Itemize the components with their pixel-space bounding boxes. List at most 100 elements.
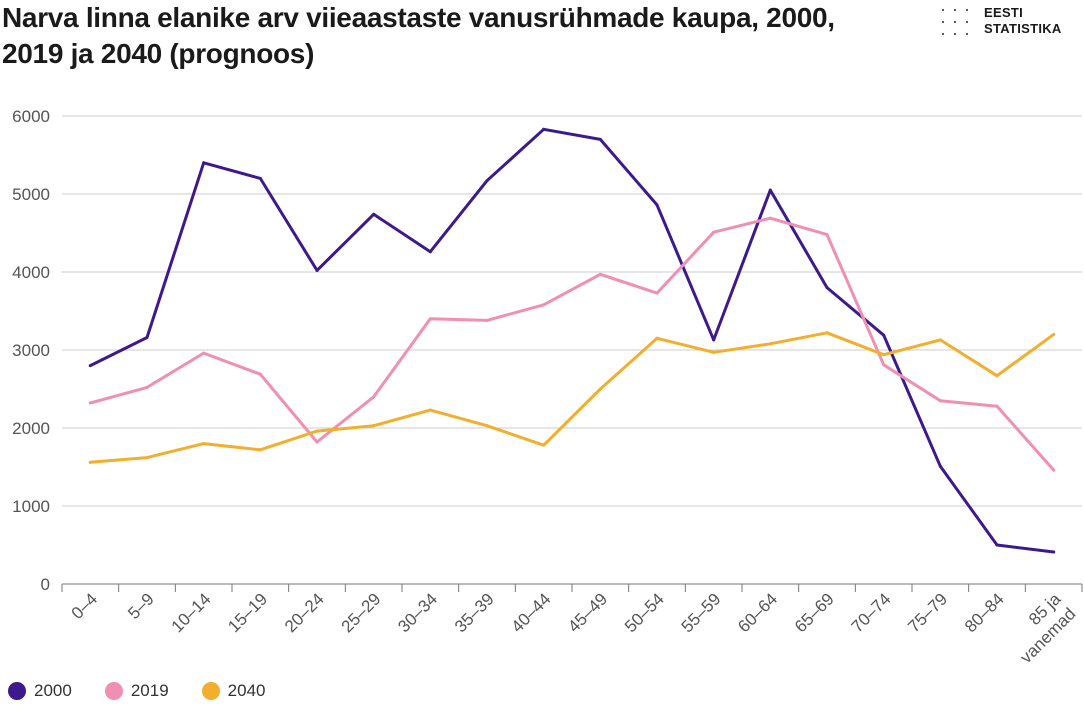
data-point-2019 bbox=[768, 216, 772, 220]
data-point-2000 bbox=[428, 250, 432, 254]
x-tick-label: 35–39 bbox=[451, 589, 498, 636]
legend-item-2019: 2019 bbox=[104, 681, 169, 701]
data-point-2000 bbox=[145, 336, 149, 340]
data-point-2000 bbox=[712, 338, 716, 342]
data-point-2040 bbox=[598, 387, 602, 391]
data-point-2019 bbox=[315, 440, 319, 444]
eesti-statistika-logo: EESTI STATISTIKA bbox=[940, 4, 1080, 40]
x-tick-label: 25–29 bbox=[338, 589, 385, 636]
x-tick-label: 5–9 bbox=[124, 589, 157, 622]
data-point-2040 bbox=[202, 442, 206, 446]
x-tick-label: 75–79 bbox=[904, 589, 951, 636]
data-point-2000 bbox=[882, 333, 886, 337]
logo-line-1: EESTI bbox=[984, 5, 1024, 20]
x-tick-label: 40–44 bbox=[508, 589, 555, 636]
data-point-2040 bbox=[258, 448, 262, 452]
data-point-2000 bbox=[768, 188, 772, 192]
data-point-2000 bbox=[995, 543, 999, 547]
data-point-2019 bbox=[1052, 468, 1056, 472]
data-point-2040 bbox=[938, 338, 942, 342]
y-tick-label: 6000 bbox=[12, 107, 50, 126]
data-point-2000 bbox=[258, 176, 262, 180]
data-point-2000 bbox=[825, 286, 829, 290]
legend-item-2000: 2000 bbox=[8, 681, 72, 701]
y-axis-ticks: 0 1000 2000 3000 4000 5000 6000 bbox=[12, 107, 50, 594]
series-line-2040 bbox=[88, 331, 1056, 464]
data-point-2040 bbox=[145, 456, 149, 460]
x-tick-label: 60–64 bbox=[734, 589, 781, 636]
x-tick-label: 45–49 bbox=[564, 589, 611, 636]
y-tick-label: 2000 bbox=[12, 419, 50, 438]
data-point-2040 bbox=[315, 429, 319, 433]
data-point-2040 bbox=[995, 374, 999, 378]
data-point-2019 bbox=[202, 351, 206, 355]
x-tick-label: 85 javanemad bbox=[1002, 589, 1080, 667]
series-lines bbox=[88, 127, 1056, 554]
x-tick-label: 30–34 bbox=[394, 589, 441, 636]
x-tick-label: 65–69 bbox=[791, 589, 838, 636]
y-tick-label: 3000 bbox=[12, 341, 50, 360]
data-point-2040 bbox=[428, 408, 432, 412]
data-point-2040 bbox=[768, 342, 772, 346]
chart-title: Narva linna elanike arv viieaastaste van… bbox=[2, 2, 835, 69]
data-point-2019 bbox=[598, 272, 602, 276]
data-point-2040 bbox=[1052, 332, 1056, 336]
y-tick-label: 0 bbox=[41, 575, 50, 594]
data-point-2019 bbox=[712, 230, 716, 234]
data-point-2019 bbox=[145, 385, 149, 389]
legend-swatch-icon bbox=[104, 682, 123, 700]
legend-swatch-icon bbox=[201, 682, 220, 700]
y-tick-label: 1000 bbox=[12, 497, 50, 516]
logo-line-2: STATISTIKA bbox=[984, 21, 1062, 36]
x-axis: 0–4 5–9 10–14 15–19 20–24 25–29 30–34 35–39 40–4… bbox=[61, 583, 1083, 667]
data-point-2000 bbox=[372, 212, 376, 216]
data-point-2040 bbox=[712, 350, 716, 354]
data-point-2040 bbox=[655, 336, 659, 340]
series-line-2000 bbox=[88, 127, 1056, 554]
data-point-2019 bbox=[428, 317, 432, 321]
data-point-2000 bbox=[202, 161, 206, 165]
legend-label: 2000 bbox=[34, 681, 72, 700]
x-tick-label: 70–74 bbox=[848, 589, 895, 636]
data-point-2019 bbox=[882, 363, 886, 367]
data-point-2040 bbox=[88, 460, 92, 464]
data-point-2000 bbox=[598, 137, 602, 141]
gridlines bbox=[62, 115, 1082, 507]
data-point-2019 bbox=[995, 404, 999, 408]
data-point-2019 bbox=[542, 303, 546, 307]
legend: 2000 2019 2040 bbox=[8, 678, 298, 704]
data-point-2019 bbox=[258, 372, 262, 376]
x-tick-label: 0–4 bbox=[68, 589, 101, 622]
logo-dots-icon bbox=[940, 7, 976, 40]
data-point-2019 bbox=[825, 233, 829, 237]
x-tick-label: 10–14 bbox=[168, 589, 215, 636]
data-point-2000 bbox=[315, 268, 319, 272]
series-line-2019 bbox=[88, 216, 1056, 472]
data-point-2019 bbox=[938, 399, 942, 403]
y-tick-label: 4000 bbox=[12, 263, 50, 282]
data-point-2040 bbox=[372, 424, 376, 428]
legend-label: 2040 bbox=[227, 681, 266, 700]
data-point-2000 bbox=[938, 464, 942, 468]
data-point-2040 bbox=[882, 353, 886, 357]
data-point-2019 bbox=[88, 401, 92, 405]
data-point-2000 bbox=[542, 127, 546, 131]
data-point-2019 bbox=[655, 291, 659, 295]
data-point-2019 bbox=[372, 395, 376, 399]
data-point-2000 bbox=[655, 203, 659, 207]
legend-swatch-icon bbox=[8, 682, 26, 700]
x-tick-label: 50–54 bbox=[621, 589, 668, 636]
data-point-2040 bbox=[825, 331, 829, 335]
x-tick-label: 20–24 bbox=[281, 589, 328, 636]
y-tick-label: 5000 bbox=[12, 185, 50, 204]
data-point-2000 bbox=[485, 179, 489, 183]
logo-text: EESTI STATISTIKA bbox=[984, 5, 1062, 37]
x-tick-label: 80–84 bbox=[961, 589, 1008, 636]
data-point-2000 bbox=[88, 364, 92, 368]
data-point-2000 bbox=[1052, 550, 1056, 554]
data-point-2019 bbox=[485, 318, 489, 322]
legend-label: 2019 bbox=[130, 681, 169, 700]
x-tick-label: 15–19 bbox=[224, 589, 271, 636]
x-tick-label: 55–59 bbox=[678, 589, 725, 636]
